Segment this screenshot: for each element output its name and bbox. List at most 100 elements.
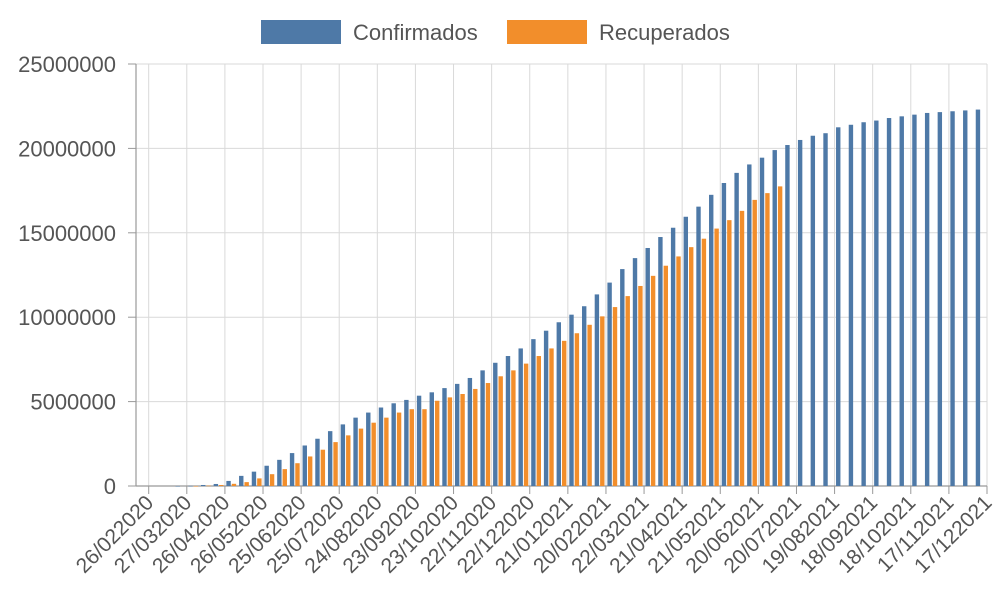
bar-recuperados xyxy=(498,376,503,486)
bar-confirmados xyxy=(327,431,333,486)
grid-layer xyxy=(136,63,988,486)
bar-confirmados xyxy=(975,109,981,486)
bar-confirmados xyxy=(594,294,600,486)
bar-confirmados xyxy=(632,258,638,486)
bar-confirmados xyxy=(899,116,904,486)
bar-confirmados xyxy=(404,399,409,486)
bar-recuperados xyxy=(206,485,211,487)
legend-swatch-confirmados xyxy=(261,20,341,44)
bar-recuperados xyxy=(473,388,478,486)
bar-recuperados xyxy=(295,463,300,486)
bar-recuperados xyxy=(587,324,592,486)
bar-confirmados xyxy=(226,480,231,486)
bar-recuperados xyxy=(447,397,453,486)
y-tick-label: 25000000 xyxy=(18,52,116,77)
bar-recuperados xyxy=(638,285,643,486)
bar-confirmados xyxy=(315,438,320,486)
bar-recuperados xyxy=(689,247,694,486)
bar-recuperados xyxy=(536,356,541,486)
bar-confirmados xyxy=(696,206,701,486)
bar-confirmados xyxy=(721,183,727,486)
legend-swatch-recuperados xyxy=(507,20,587,44)
bar-confirmados xyxy=(277,459,282,486)
legend: Confirmados Recuperados xyxy=(261,20,730,45)
bar-recuperados xyxy=(257,478,262,486)
bar-confirmados xyxy=(416,395,422,486)
bar-confirmados xyxy=(772,150,777,486)
axis-layer: 0 5000000 10000000 15000000 20000000 25000000 xyxy=(18,52,988,499)
bar-recuperados xyxy=(434,400,440,486)
bar-recuperados xyxy=(739,210,745,487)
bar-confirmados xyxy=(518,348,523,486)
bar-confirmados xyxy=(607,282,612,486)
bar-recuperados xyxy=(511,370,516,486)
bar-recuperados xyxy=(193,485,199,487)
y-tick-label: 5000000 xyxy=(30,390,116,415)
bar-confirmados xyxy=(213,483,219,486)
bar-recuperados xyxy=(422,409,427,486)
bar-confirmados xyxy=(569,314,574,486)
bar-recuperados xyxy=(727,220,732,486)
bar-recuperados xyxy=(219,484,224,486)
y-tick-label: 15000000 xyxy=(18,221,116,246)
bar-confirmados xyxy=(480,370,485,486)
bar-recuperados xyxy=(282,469,287,486)
bar-recuperados xyxy=(562,340,567,486)
bar-confirmados xyxy=(239,475,244,486)
bar-confirmados xyxy=(391,403,396,486)
bar-confirmados xyxy=(709,194,714,486)
y-tick-label: 10000000 xyxy=(18,305,116,330)
bar-confirmados xyxy=(582,306,587,486)
bar-recuperados xyxy=(396,412,402,486)
bar-recuperados xyxy=(765,193,770,486)
bar-recuperados xyxy=(701,238,707,486)
bar-confirmados xyxy=(734,172,739,486)
y-tick-label: 20000000 xyxy=(18,136,116,161)
bar-confirmados xyxy=(340,424,346,486)
bar-recuperados xyxy=(460,394,465,486)
bar-recuperados xyxy=(752,199,757,486)
y-tick-label: 0 xyxy=(104,474,116,499)
bar-recuperados xyxy=(244,482,249,486)
bar-recuperados xyxy=(574,333,580,486)
bar-confirmados xyxy=(353,417,358,486)
bar-confirmados xyxy=(797,139,803,486)
bar-confirmados xyxy=(658,237,663,486)
bar-confirmados xyxy=(251,471,257,486)
bar-confirmados xyxy=(429,392,434,486)
x-tick-labels: 26/02202027/03202026/04202026/05202025/0… xyxy=(72,491,997,577)
bar-confirmados xyxy=(543,330,549,486)
bar-recuperados xyxy=(371,422,376,486)
bar-confirmados xyxy=(924,112,930,486)
bar-recuperados xyxy=(384,417,389,486)
bar-confirmados xyxy=(950,111,955,486)
bar-recuperados xyxy=(346,435,351,486)
bar-recuperados xyxy=(600,316,605,486)
bar-layer xyxy=(175,109,981,487)
bar-recuperados xyxy=(320,449,326,486)
bar-confirmados xyxy=(505,356,511,486)
bar-confirmados xyxy=(531,339,536,486)
bar-confirmados xyxy=(937,112,943,487)
bar-recuperados xyxy=(333,442,338,486)
bar-recuperados xyxy=(777,186,783,486)
bar-confirmados xyxy=(810,135,816,487)
bar-confirmados xyxy=(645,247,650,486)
bar-confirmados xyxy=(264,465,269,486)
bar-confirmados xyxy=(556,322,561,486)
bar-recuperados xyxy=(676,256,681,486)
bar-confirmados xyxy=(302,445,307,486)
bar-recuperados xyxy=(523,363,529,486)
bar-confirmados xyxy=(670,227,676,487)
bar-confirmados xyxy=(963,110,968,487)
bar-recuperados xyxy=(549,348,554,486)
bar-confirmados xyxy=(188,485,193,487)
bar-confirmados xyxy=(886,118,892,487)
bar-confirmados xyxy=(759,157,765,486)
bar-confirmados xyxy=(454,383,460,486)
legend-label-confirmados: Confirmados xyxy=(353,20,478,45)
bar-confirmados xyxy=(861,122,866,487)
bar-confirmados xyxy=(493,362,498,486)
bar-confirmados xyxy=(912,114,917,486)
